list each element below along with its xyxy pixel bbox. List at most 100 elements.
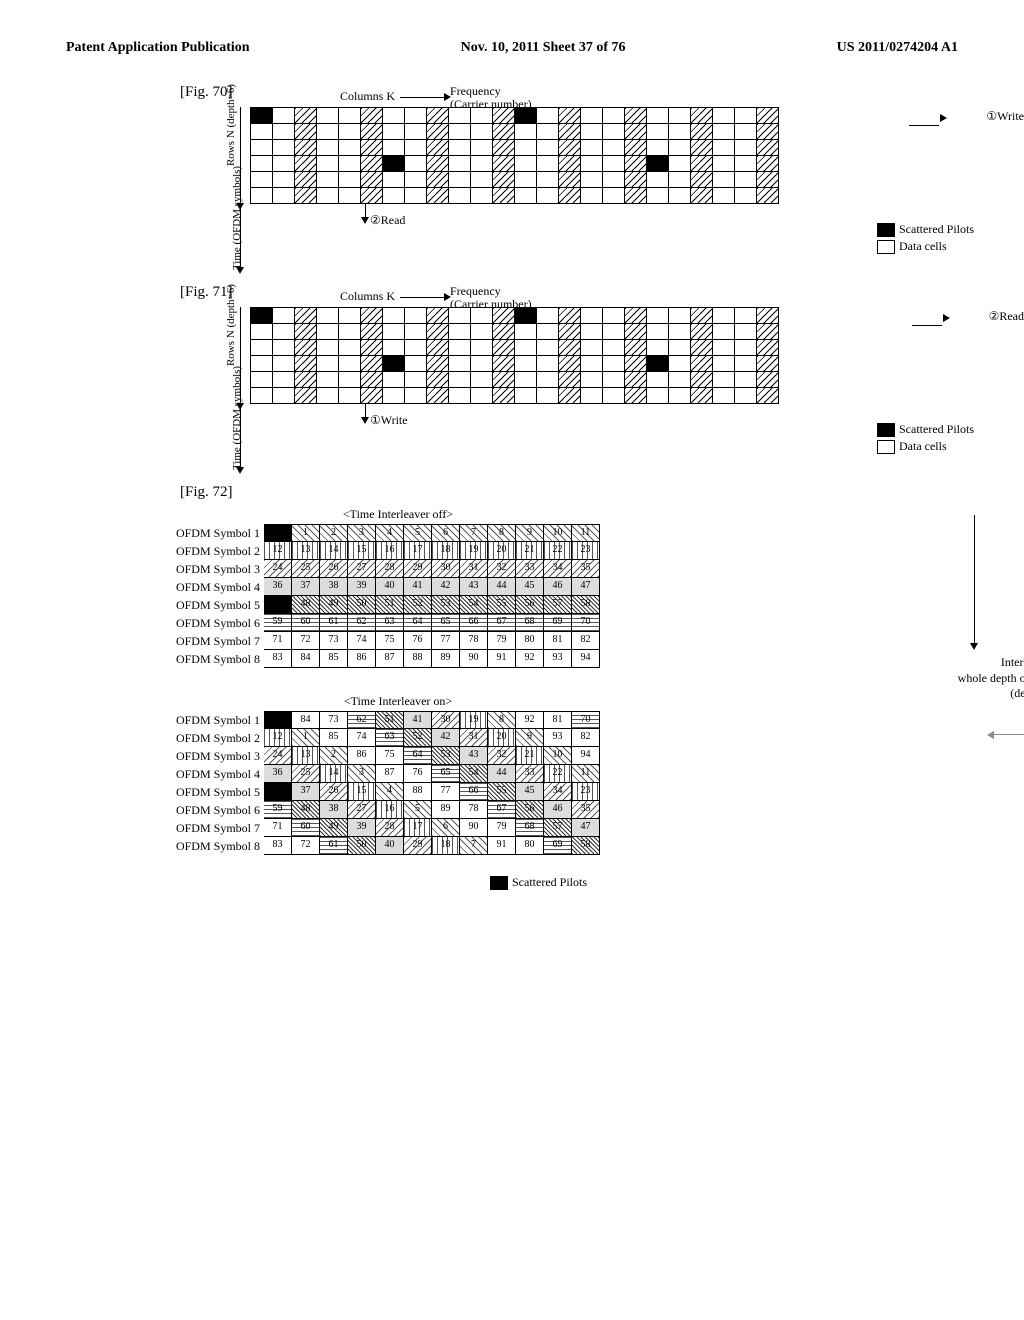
grid-cell — [515, 372, 537, 388]
grid-cell — [669, 108, 691, 124]
table-cell: 74 — [348, 632, 376, 650]
grid-cell — [735, 124, 757, 140]
grid-cell — [427, 340, 449, 356]
table-cell: 19 — [460, 711, 488, 729]
table-cell: 49 — [320, 596, 348, 614]
table-cell — [264, 524, 292, 542]
row-label: OFDM Symbol 1 — [160, 711, 264, 729]
grid-cell — [471, 308, 493, 324]
grid-cell — [317, 108, 339, 124]
table-cell: 73 — [320, 711, 348, 729]
table-cell: 16 — [376, 542, 404, 560]
table-cell: 18 — [432, 542, 460, 560]
table-cell: 2 — [320, 747, 348, 765]
table-cell: 89 — [432, 801, 460, 819]
grid-cell — [581, 108, 603, 124]
table-cell: 22 — [544, 765, 572, 783]
grid-cell — [537, 140, 559, 156]
grid-cell — [361, 172, 383, 188]
grid-cell — [405, 308, 427, 324]
table-cell — [264, 596, 292, 614]
grid-cell — [493, 340, 515, 356]
grid-cell — [581, 340, 603, 356]
grid-cell — [735, 156, 757, 172]
table-cell: 45 — [516, 783, 544, 801]
grid-cell — [251, 388, 273, 404]
table-cell: 25 — [292, 560, 320, 578]
table-cell: 66 — [460, 614, 488, 632]
grid-cell — [581, 308, 603, 324]
grid-cell — [537, 172, 559, 188]
grid-cell — [427, 172, 449, 188]
table-cell: 20 — [488, 542, 516, 560]
grid-cell — [559, 108, 581, 124]
table-cell: 4 — [376, 783, 404, 801]
table-cell: 23 — [572, 783, 600, 801]
table-cell: 72 — [292, 632, 320, 650]
grid-cell — [647, 356, 669, 372]
page-header: Patent Application Publication Nov. 10, … — [60, 40, 964, 56]
table-row: OFDM Symbol 11234567891011 — [160, 524, 964, 542]
grid-cell — [317, 140, 339, 156]
table-cell: 63 — [376, 729, 404, 747]
table-cell: 7 — [460, 837, 488, 855]
grid-cell — [493, 124, 515, 140]
grid-cell — [383, 372, 405, 388]
table-cell: 83 — [264, 650, 292, 668]
grid-cell — [603, 324, 625, 340]
table-cell: 1 — [292, 524, 320, 542]
fig71-write: ①Write — [370, 413, 408, 428]
grid-cell — [603, 172, 625, 188]
grid-cell — [559, 188, 581, 204]
grid-cell — [339, 172, 361, 188]
row-label: OFDM Symbol 8 — [160, 837, 264, 855]
table-row: OFDM Symbol 7717273747576777879808182 — [160, 632, 964, 650]
table-cell: 28 — [376, 560, 404, 578]
fig72-title-off: <Time Interleaver off> — [230, 507, 566, 522]
grid-cell — [559, 124, 581, 140]
table-cell: 23 — [572, 542, 600, 560]
table-cell: 26 — [320, 783, 348, 801]
header-center: Nov. 10, 2011 Sheet 37 of 76 — [461, 40, 626, 56]
grid-cell — [757, 156, 779, 172]
grid-cell — [339, 308, 361, 324]
grid-cell — [647, 308, 669, 324]
row-label: OFDM Symbol 1 — [160, 524, 264, 542]
legend-swatch-data — [877, 240, 895, 254]
grid-cell — [691, 324, 713, 340]
table-cell: 73 — [320, 632, 348, 650]
grid-cell — [691, 372, 713, 388]
grid-cell — [603, 356, 625, 372]
table-cell: 12 — [264, 729, 292, 747]
grid-cell — [669, 172, 691, 188]
grid-cell — [449, 372, 471, 388]
grid-cell — [405, 108, 427, 124]
table-cell: 37 — [292, 783, 320, 801]
grid-cell — [647, 340, 669, 356]
table-cell: 82 — [572, 729, 600, 747]
table-cell: 52 — [404, 729, 432, 747]
grid-cell — [691, 156, 713, 172]
table-cell: 47 — [572, 819, 600, 837]
fig72-label: [Fig. 72] — [180, 484, 964, 501]
fig70-grid — [250, 107, 779, 204]
grid-cell — [273, 308, 295, 324]
grid-cell — [669, 124, 691, 140]
grid-cell — [691, 356, 713, 372]
grid-cell — [405, 140, 427, 156]
table-cell: 58 — [572, 837, 600, 855]
grid-cell — [471, 140, 493, 156]
grid-cell — [405, 188, 427, 204]
grid-cell — [383, 356, 405, 372]
table-cell: 77 — [432, 783, 460, 801]
table-cell: 88 — [404, 650, 432, 668]
grid-cell — [537, 372, 559, 388]
table-cell: 44 — [488, 578, 516, 596]
grid-cell — [405, 356, 427, 372]
grid-cell — [515, 324, 537, 340]
grid-cell — [647, 124, 669, 140]
table-cell: 86 — [348, 747, 376, 765]
grid-cell — [251, 124, 273, 140]
table-cell: 22 — [544, 542, 572, 560]
grid-cell — [273, 388, 295, 404]
